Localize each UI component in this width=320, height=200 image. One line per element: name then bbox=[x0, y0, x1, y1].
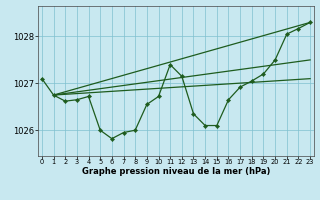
X-axis label: Graphe pression niveau de la mer (hPa): Graphe pression niveau de la mer (hPa) bbox=[82, 167, 270, 176]
